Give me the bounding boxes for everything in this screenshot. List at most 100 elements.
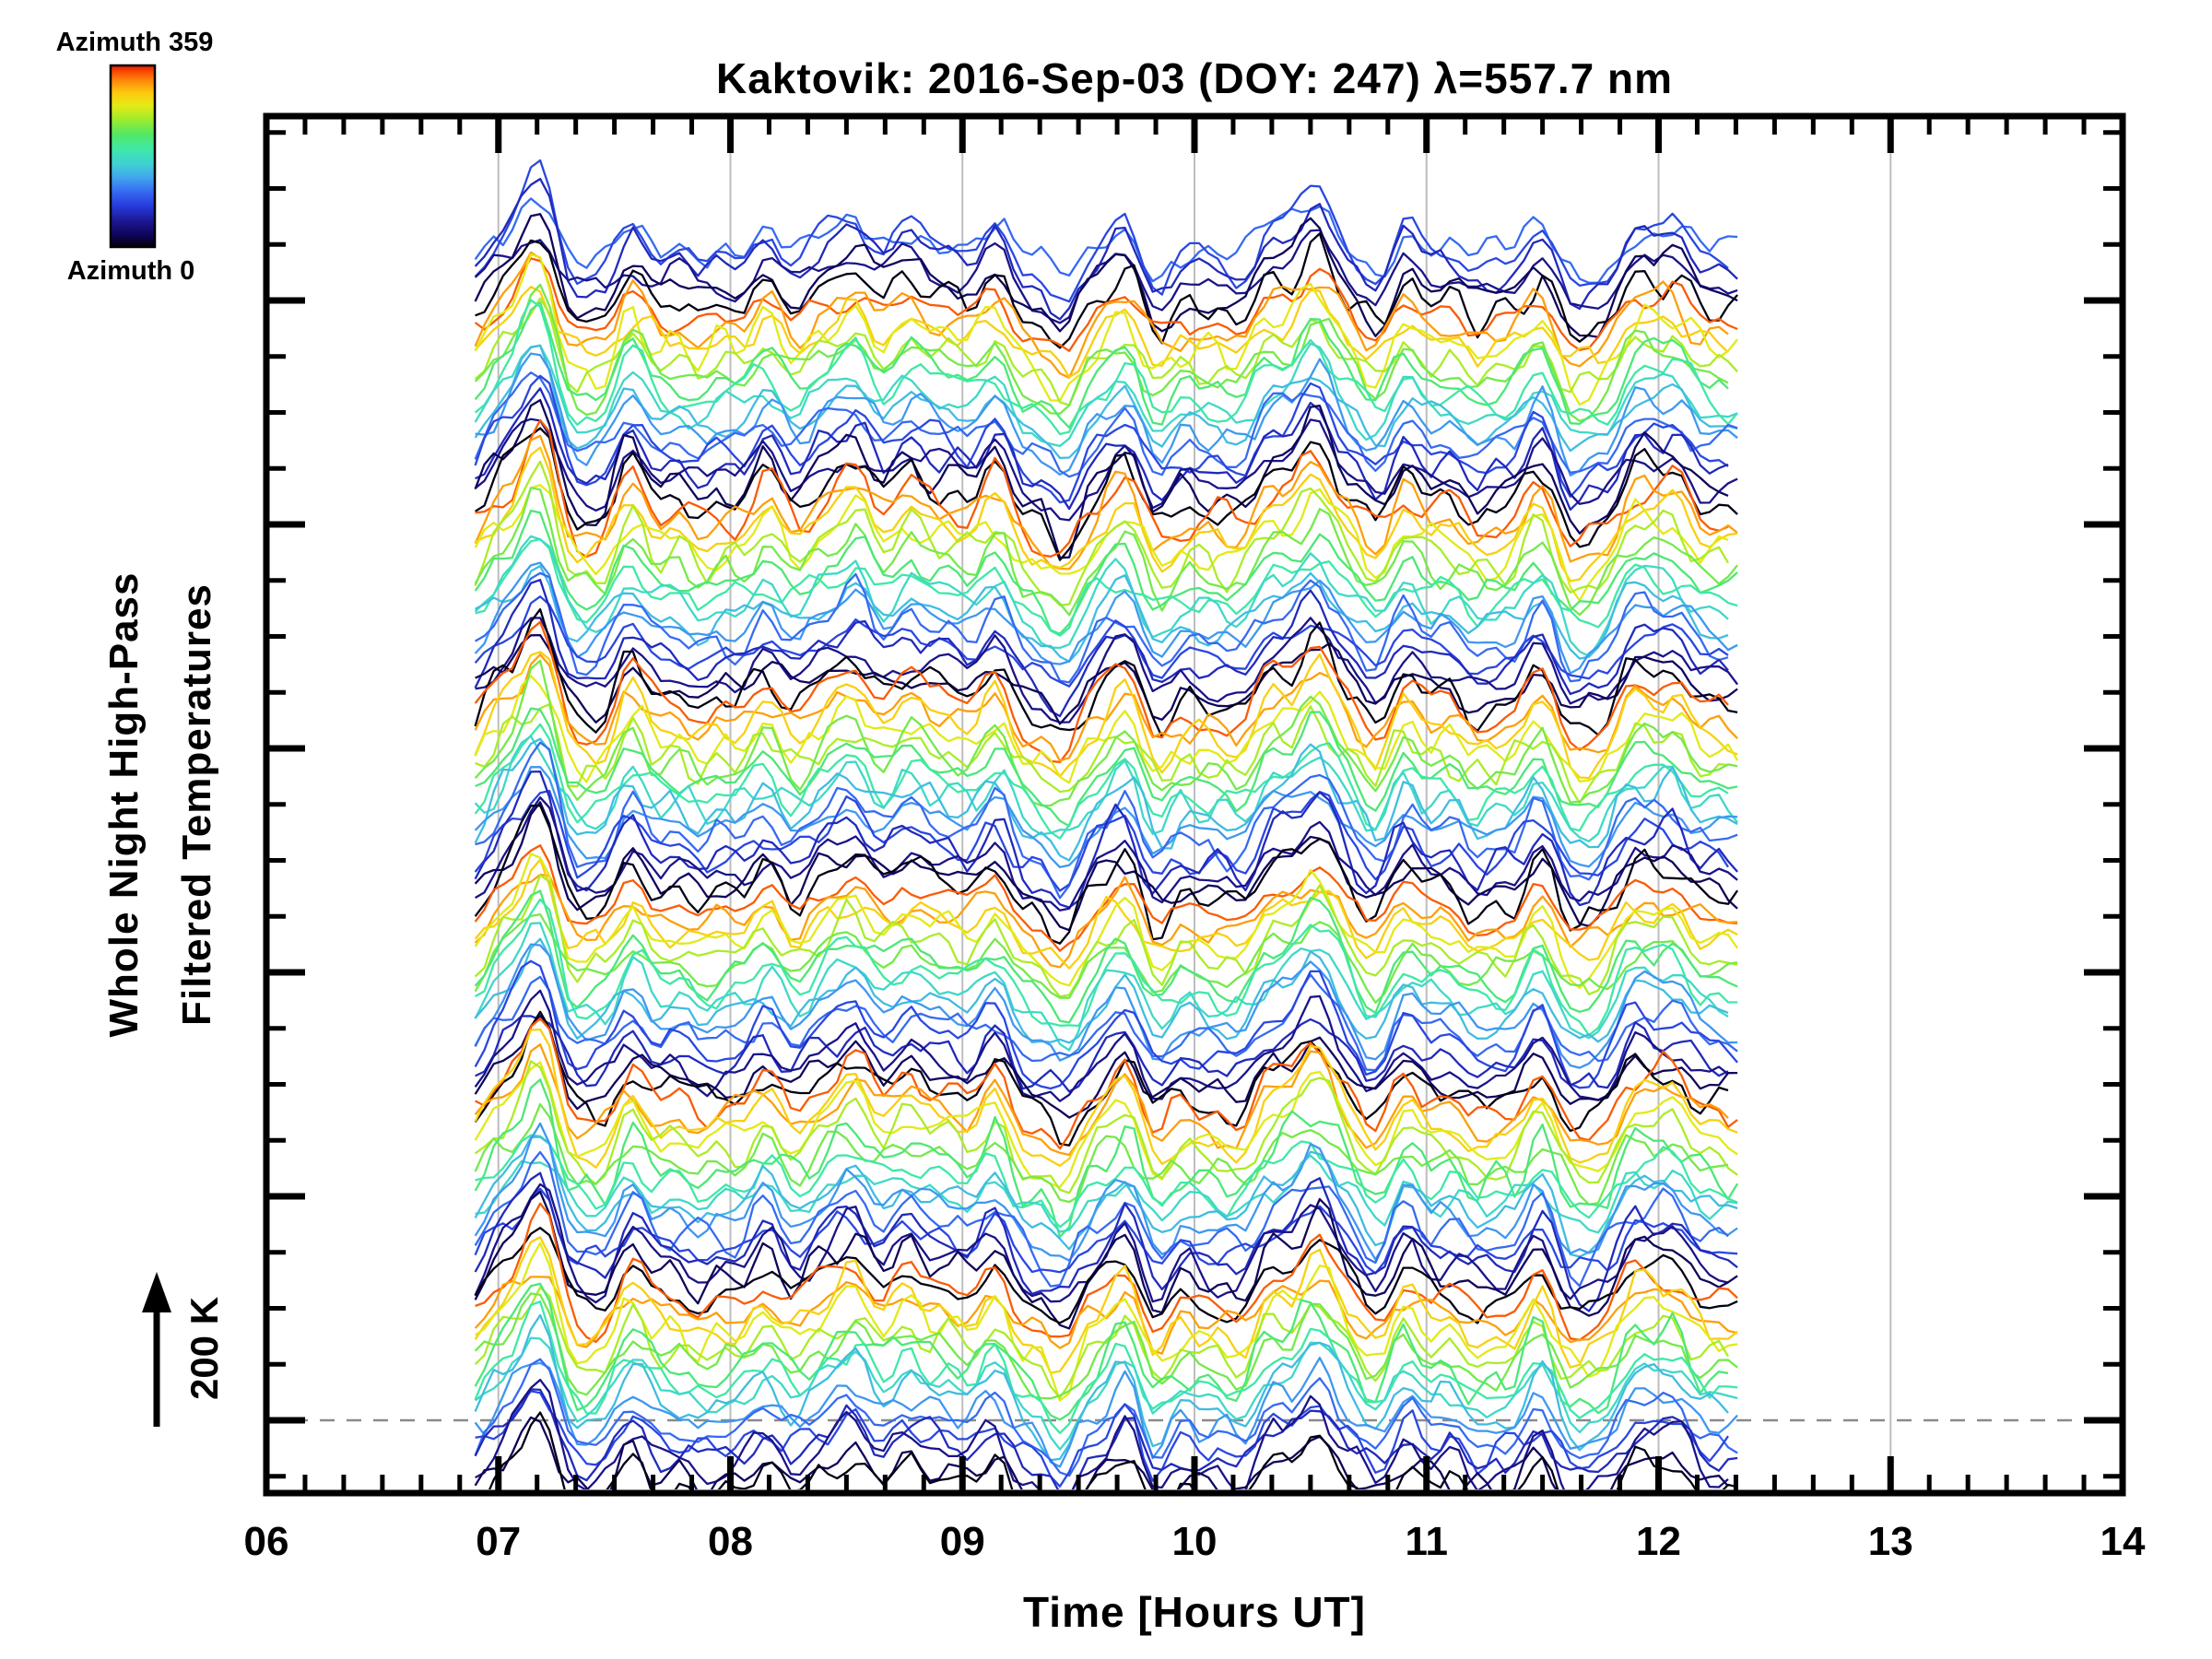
temperature-curve [475, 1378, 1729, 1489]
temperature-curve [474, 766, 1738, 869]
temperature-curve [474, 1014, 1738, 1119]
colorbar-top-label: Azimuth 359 [55, 28, 214, 57]
temperature-curve [474, 535, 1729, 658]
temperature-curve [474, 1336, 1738, 1451]
temperature-curve [474, 159, 1729, 303]
temperature-curve [474, 937, 1729, 1044]
azimuth-colorbar [109, 64, 157, 249]
temperature-curve [474, 1236, 1738, 1374]
temperature-curve [474, 1122, 1738, 1262]
temperature-curve [474, 1416, 1729, 1489]
temperature-curve [474, 251, 1729, 379]
temperature-curve [474, 1102, 1729, 1206]
temperature-curve [474, 1357, 1738, 1468]
x-tick-label-13: 13 [1867, 1519, 1913, 1564]
temperature-curve [474, 253, 1739, 406]
temperature-curve [474, 607, 1738, 738]
temperature-curve [474, 737, 1738, 862]
temperature-curve [474, 789, 1729, 892]
temperature-curve [474, 804, 1739, 945]
x-tick-label-11: 11 [1405, 1519, 1448, 1564]
temperature-curve [475, 1015, 1729, 1093]
waterfall-curves [474, 159, 1739, 1489]
temperature-curve [475, 446, 1738, 582]
temperature-curve [474, 873, 1738, 969]
x-axis-label: Time [Hours UT] [1023, 1588, 1366, 1636]
temperature-curve [474, 257, 1738, 352]
temperature-curve [474, 1135, 1738, 1258]
temperature-curve [474, 912, 1738, 1005]
temperature-curve [475, 898, 1738, 1037]
temperature-curve [475, 1134, 1738, 1229]
temperature-curve [474, 874, 1738, 998]
scale-arrow [142, 1272, 171, 1427]
temperature-curve [475, 741, 1738, 900]
temperature-curve [474, 1190, 1738, 1330]
chart-title: Kaktovik: 2016-Sep-03 (DOY: 247) λ=557.7… [716, 54, 1673, 102]
x-tick-label-10: 10 [1171, 1519, 1218, 1564]
temperature-curve [474, 620, 1729, 763]
temperature-curve [474, 1282, 1729, 1421]
temperature-curve [475, 617, 1739, 724]
temperature-curve [474, 579, 1729, 718]
colorbar-bottom-label: Azimuth 0 [66, 256, 195, 286]
y-axis-label-line1: Whole Night High-Pass [101, 571, 147, 1038]
temperature-curve [475, 352, 1738, 477]
temperature-curve [474, 1043, 1729, 1157]
temperature-curve [474, 342, 1738, 448]
temperature-curve [474, 344, 1738, 460]
scale-arrow-label: 200 K [182, 1296, 226, 1401]
temperature-curve [474, 1358, 1738, 1477]
temperature-curve [474, 297, 1738, 406]
temperature-curve [474, 374, 1729, 504]
temperature-curve [475, 633, 1738, 725]
temperature-curve [474, 299, 1738, 436]
temperature-curve [474, 418, 1738, 522]
temperature-curve [474, 1187, 1738, 1275]
temperature-curve [474, 177, 1738, 321]
temperature-curve [474, 989, 1729, 1102]
temperature-curve [474, 398, 1729, 559]
temperature-curve [474, 844, 1738, 952]
x-tick-label-14: 14 [2100, 1519, 2146, 1564]
temperature-curve [474, 371, 1738, 478]
temperature-curve [475, 418, 1729, 559]
temperature-curve [474, 1171, 1738, 1312]
temperature-curve [474, 659, 1738, 807]
x-tick-label-09: 09 [939, 1519, 985, 1564]
y-axis-label-line2: Filtered Temperatures [174, 583, 219, 1026]
temperature-curve [475, 1202, 1738, 1344]
temperature-curve [474, 197, 1738, 284]
x-tick-label-06: 06 [243, 1519, 289, 1564]
x-tick-label-12: 12 [1636, 1519, 1681, 1564]
temperature-curve [474, 1292, 1738, 1400]
temperature-curve [474, 213, 1738, 338]
temperature-curve [475, 564, 1729, 663]
temperature-curve [475, 537, 1738, 637]
temperature-curve [474, 1060, 1738, 1194]
axis-ticks [266, 116, 2123, 1493]
temperature-curve [474, 1028, 1738, 1169]
temperature-curve [474, 723, 1729, 840]
temperature-curve [474, 509, 1738, 635]
x-tick-label-07: 07 [476, 1519, 522, 1564]
x-tick-label-08: 08 [708, 1519, 753, 1564]
temperature-curve [474, 943, 1738, 1069]
temperature-curve [474, 770, 1738, 909]
temperature-curve [474, 300, 1729, 429]
temperature-curve [474, 460, 1729, 606]
temperature-curve [474, 1286, 1729, 1399]
temperature-curve [474, 1150, 1729, 1288]
temperature-curve [488, 1411, 1738, 1489]
temperature-curve [474, 675, 1739, 784]
temperature-curve [474, 651, 1738, 780]
temperature-curve [474, 959, 1738, 1090]
temperature-curve [474, 283, 1729, 422]
temperature-curve [474, 286, 1729, 379]
temperature-curve [475, 387, 1729, 512]
temperature-curve [475, 796, 1738, 912]
temperature-curve [474, 229, 1738, 324]
temperature-curve [474, 1227, 1738, 1324]
